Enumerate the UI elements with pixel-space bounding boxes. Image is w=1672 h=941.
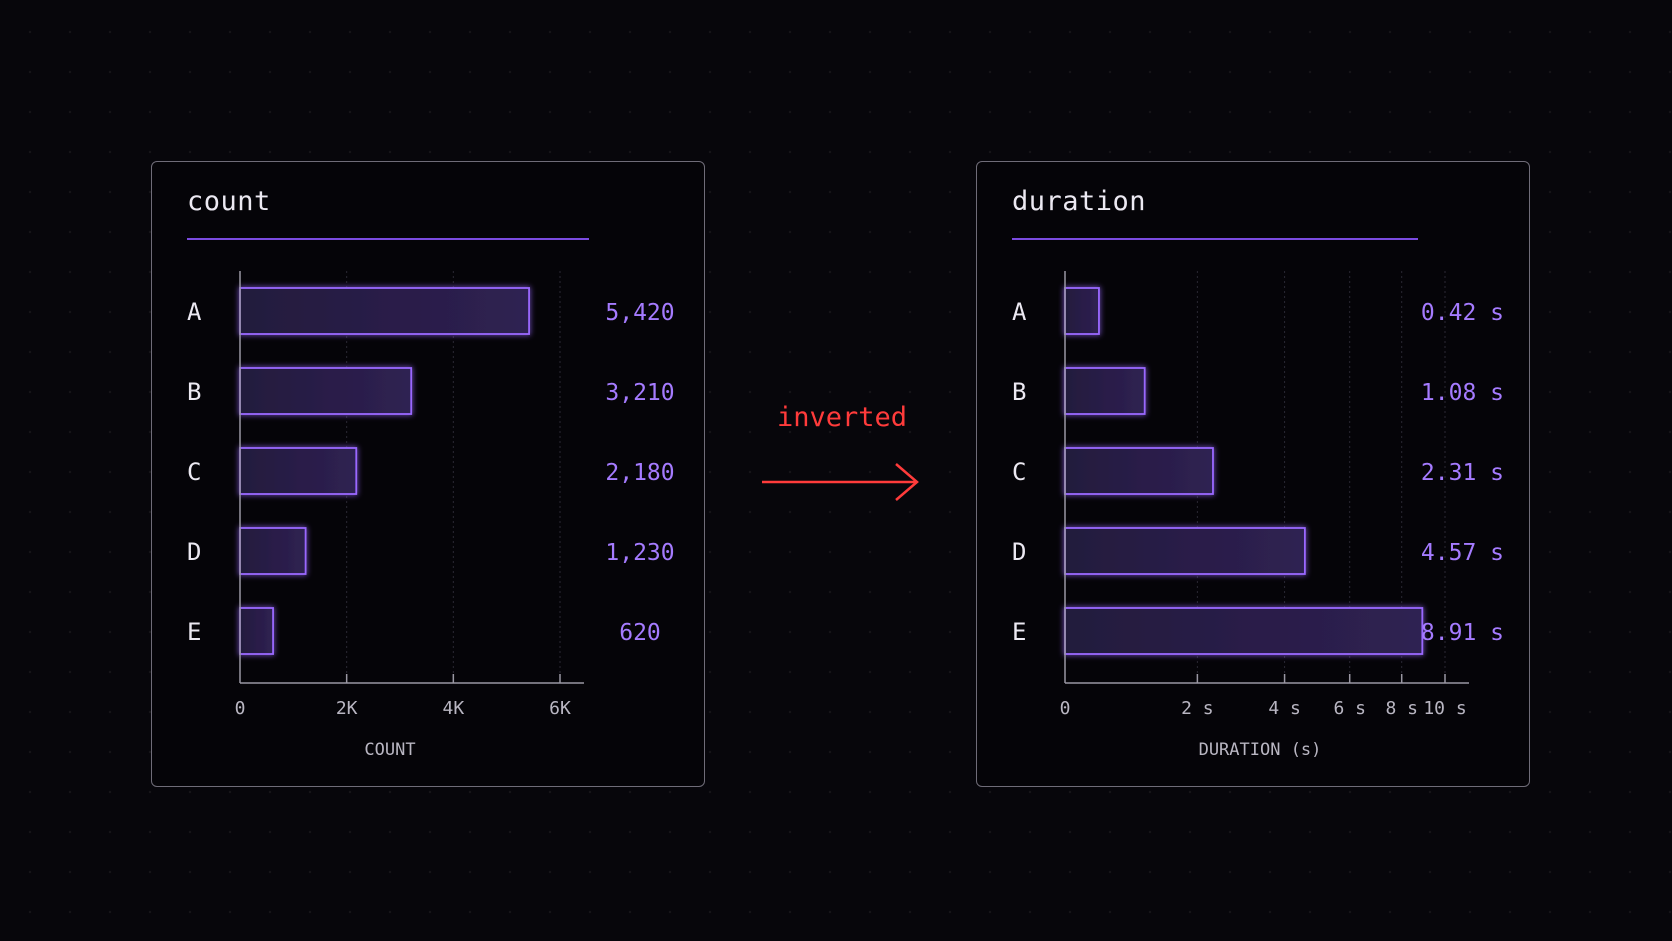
chart0-bar-a [239, 287, 530, 335]
chart1-bar-e [1064, 607, 1424, 655]
chart1-tick-label: 10 s [1423, 698, 1466, 719]
chart1-tick-label: 0 [1060, 698, 1071, 719]
chart1-category-label: D [1012, 538, 1026, 566]
count-title-underline [187, 238, 589, 240]
count-bar-chart: A 5,420 B 3,210 C 2,180 D 1,230 E 620 0 2K 4K 6K COUNT [187, 271, 675, 760]
chart1-bar-c [1064, 447, 1214, 495]
chart1-value-label: 0.42 s [1421, 300, 1504, 326]
chart0-bar-d [239, 527, 307, 575]
chart1-value-label: 4.57 s [1421, 540, 1504, 566]
chart1-value-label: 1.08 s [1421, 380, 1504, 406]
chart1-value-label: 2.31 s [1421, 460, 1504, 486]
chart0-bar-c [239, 447, 358, 495]
chart1-category-label: E [1012, 618, 1026, 646]
chart1-bar-d [1064, 527, 1306, 575]
chart0-category-label: D [187, 538, 201, 566]
count-chart-title: count [187, 186, 271, 217]
chart0-x-axis-title: COUNT [364, 740, 415, 760]
duration-chart-panel: duration A 0.42 s B 1.08 s C 2.31 s D 4.57 s E 8.… [976, 161, 1530, 787]
chart1-bar-b [1064, 367, 1146, 415]
chart0-category-label: E [187, 618, 201, 646]
chart0-value-label: 1,230 [605, 540, 674, 566]
duration-title-underline [1012, 238, 1418, 240]
chart0-value-label: 2,180 [605, 460, 674, 486]
chart0-value-label: 3,210 [605, 380, 674, 406]
chart0-value-label: 620 [619, 620, 661, 646]
chart1-tick-label: 8 s [1385, 698, 1418, 719]
chart0-tick-label: 0 [235, 698, 246, 719]
chart1-tick-label: 4 s [1268, 698, 1301, 719]
right-arrow-icon [762, 463, 919, 501]
chart1-category-label: A [1012, 298, 1027, 326]
chart0-bar-b [239, 367, 413, 415]
chart0-tick-label: 6K [549, 698, 571, 719]
duration-bar-chart: A 0.42 s B 1.08 s C 2.31 s D 4.57 s E 8.91 s 0 2 s 4… [1012, 271, 1504, 760]
chart0-tick-label: 2K [336, 698, 358, 719]
chart1-category-label: C [1012, 458, 1026, 486]
chart1-tick-label: 6 s [1333, 698, 1366, 719]
chart0-category-label: A [187, 298, 202, 326]
chart1-tick-label: 2 s [1181, 698, 1214, 719]
count-chart-panel: count A 5,420 B 3,210 C 2,180 D 1,230 E 620 0 2K 4K 6… [151, 161, 705, 787]
chart1-category-label: B [1012, 378, 1026, 406]
duration-chart-title: duration [1012, 186, 1147, 217]
inverted-annotation: inverted [776, 402, 908, 433]
chart1-x-axis-title: DURATION (s) [1199, 740, 1322, 760]
chart0-value-label: 5,420 [605, 300, 674, 326]
chart0-bar-e [239, 607, 274, 655]
chart1-value-label: 8.91 s [1421, 620, 1504, 646]
chart0-category-label: B [187, 378, 201, 406]
chart1-bar-a [1064, 287, 1100, 335]
chart0-category-label: C [187, 458, 201, 486]
chart0-tick-label: 4K [442, 698, 464, 719]
